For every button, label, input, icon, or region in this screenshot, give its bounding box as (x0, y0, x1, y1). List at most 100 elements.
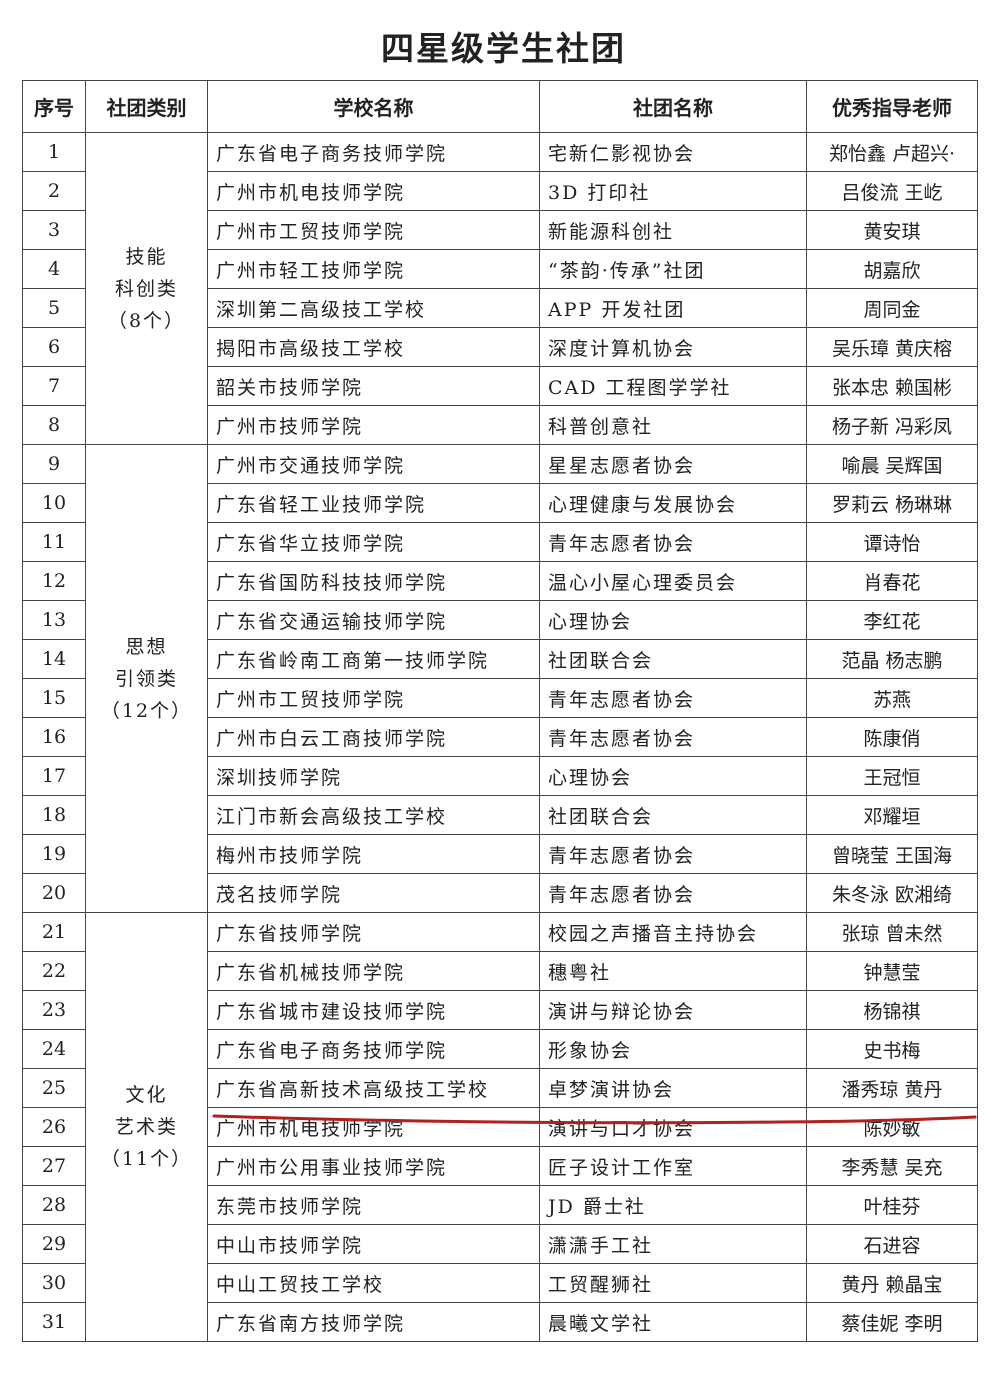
row-number: 15 (22, 678, 86, 718)
teacher-names: 吴乐璋 黄庆榕 (806, 327, 978, 367)
school-name: 广州市技师学院 (207, 405, 540, 445)
club-name: 穗粤社 (539, 951, 807, 991)
club-name: 工贸醒狮社 (539, 1263, 807, 1303)
school-name: 广州市公用事业技师学院 (207, 1146, 540, 1186)
teacher-names: 吕俊流 王屹 (806, 171, 978, 211)
row-number: 27 (22, 1146, 86, 1186)
teacher-names: 郑怡鑫 卢超兴· (806, 132, 978, 172)
club-name: APP 开发社团 (539, 288, 807, 328)
school-name: 广州市白云工商技师学院 (207, 717, 540, 757)
row-number: 24 (22, 1029, 86, 1069)
club-name: 心理协会 (539, 600, 807, 640)
row-number: 5 (22, 288, 86, 328)
club-table: 序号 社团类别 学校名称 社团名称 优秀指导老师 1 技能 科创类 （8个） 广东省电子… (22, 80, 978, 1342)
row-number: 4 (22, 249, 86, 289)
school-name: 深圳技师学院 (207, 756, 540, 796)
row-number: 18 (22, 795, 86, 835)
table-row: 6 揭阳市高级技工学校 深度计算机协会 吴乐璋 黄庆榕 (22, 327, 978, 367)
teacher-names: 钟慧莹 (806, 951, 978, 991)
teacher-names: 潘秀琼 黄丹 (806, 1068, 978, 1108)
club-name: 潇潇手工社 (539, 1224, 807, 1264)
club-name: 科普创意社 (539, 405, 807, 445)
row-number: 13 (22, 600, 86, 640)
teacher-names: 蔡佳妮 李明 (806, 1302, 978, 1342)
table-row: 24 广东省电子商务技师学院 形象协会 史书梅 (22, 1029, 978, 1069)
category-name-line1: 思想 (125, 635, 168, 658)
table-row: 9 思想 引领类 （12个） 广州市交通技师学院 星星志愿者协会 喻晨 吴辉国 (22, 444, 978, 913)
table-row: 25 广东省高新技术高级技工学校 卓梦演讲协会 潘秀琼 黄丹 (22, 1068, 978, 1108)
teacher-names: 朱冬泳 欧湘绮 (806, 873, 978, 913)
teacher-names: 张琼 曾未然 (806, 912, 978, 952)
school-name: 广东省城市建设技师学院 (207, 990, 540, 1030)
category-cell: 文化 艺术类 （11个） (85, 912, 208, 1342)
club-name: 深度计算机协会 (539, 327, 807, 367)
school-name: 广东省技师学院 (207, 912, 540, 952)
club-name: JD 爵士社 (539, 1185, 807, 1225)
club-name: 校园之声播音主持协会 (539, 912, 807, 952)
teacher-names: 周同金 (806, 288, 978, 328)
table-header-row: 序号 社团类别 学校名称 社团名称 优秀指导老师 (22, 80, 978, 133)
teacher-names: 喻晨 吴辉国 (806, 444, 978, 484)
row-number: 14 (22, 639, 86, 679)
category-cell: 思想 引领类 （12个） (85, 444, 208, 913)
club-name: 3D 打印社 (539, 171, 807, 211)
club-name: 星星志愿者协会 (539, 444, 807, 484)
row-number: 19 (22, 834, 86, 874)
header-club: 社团名称 (539, 80, 807, 133)
header-category: 社团类别 (85, 80, 208, 133)
club-name: 形象协会 (539, 1029, 807, 1069)
school-name: 广东省电子商务技师学院 (207, 1029, 540, 1069)
teacher-names: 邓耀垣 (806, 795, 978, 835)
table-row: 7 韶关市技师学院 CAD 工程图学学社 张本忠 赖国彬 (22, 366, 978, 406)
category-name-line1: 技能 (125, 245, 168, 268)
row-number: 29 (22, 1224, 86, 1264)
club-name: 演讲与辩论协会 (539, 990, 807, 1030)
teacher-names: 范晶 杨志鹏 (806, 639, 978, 679)
table-row: 31 广东省南方技师学院 晨曦文学社 蔡佳妮 李明 (22, 1302, 978, 1342)
row-number: 25 (22, 1068, 86, 1108)
table-row: 5 深圳第二高级技工学校 APP 开发社团 周同金 (22, 288, 978, 328)
teacher-names: 黄安琪 (806, 210, 978, 250)
header-teacher: 优秀指导老师 (806, 80, 978, 133)
row-number: 9 (22, 444, 86, 484)
school-name: 广州市工贸技师学院 (207, 678, 540, 718)
club-name: 心理健康与发展协会 (539, 483, 807, 523)
school-name: 广东省南方技师学院 (207, 1302, 540, 1342)
header-no: 序号 (22, 80, 86, 133)
club-name: 温心小屋心理委员会 (539, 561, 807, 601)
teacher-names: 曾晓莹 王国海 (806, 834, 978, 874)
table-row: 23 广东省城市建设技师学院 演讲与辩论协会 杨锦祺 (22, 990, 978, 1030)
teacher-names: 石进容 (806, 1224, 978, 1264)
club-name: 卓梦演讲协会 (539, 1068, 807, 1108)
row-number: 20 (22, 873, 86, 913)
teacher-names: 李秀慧 吴充 (806, 1146, 978, 1186)
school-name: 韶关市技师学院 (207, 366, 540, 406)
club-name: 心理协会 (539, 756, 807, 796)
teacher-names: 张本忠 赖国彬 (806, 366, 978, 406)
category-count: （8个） (107, 309, 186, 332)
club-name: 晨曦文学社 (539, 1302, 807, 1342)
table-row: 18 江门市新会高级技工学校 社团联合会 邓耀垣 (22, 795, 978, 835)
teacher-names: 陈康俏 (806, 717, 978, 757)
row-number: 26 (22, 1107, 86, 1147)
school-name: 广东省轻工业技师学院 (207, 483, 540, 523)
club-name: 青年志愿者协会 (539, 873, 807, 913)
school-name: 广东省华立技师学院 (207, 522, 540, 562)
teacher-names: 苏燕 (806, 678, 978, 718)
table-row: 13 广东省交通运输技师学院 心理协会 李红花 (22, 600, 978, 640)
teacher-names: 谭诗怡 (806, 522, 978, 562)
row-number: 1 (22, 132, 86, 172)
table-row: 22 广东省机械技师学院 穗粤社 钟慧莹 (22, 951, 978, 991)
club-name: “茶韵·传承”社团 (539, 249, 807, 289)
category-name-line1: 文化 (125, 1084, 168, 1106)
row-number: 16 (22, 717, 86, 757)
category-cell: 技能 科创类 （8个） (85, 132, 208, 445)
category-name-line2: 艺术类 (114, 1116, 178, 1138)
club-name: 青年志愿者协会 (539, 678, 807, 718)
table-row: 3 广州市工贸技师学院 新能源科创社 黄安琪 (22, 210, 978, 250)
club-name: 青年志愿者协会 (539, 834, 807, 874)
school-name: 茂名技师学院 (207, 873, 540, 913)
school-name: 广州市交通技师学院 (207, 444, 540, 484)
teacher-names: 李红花 (806, 600, 978, 640)
row-number: 28 (22, 1185, 86, 1225)
